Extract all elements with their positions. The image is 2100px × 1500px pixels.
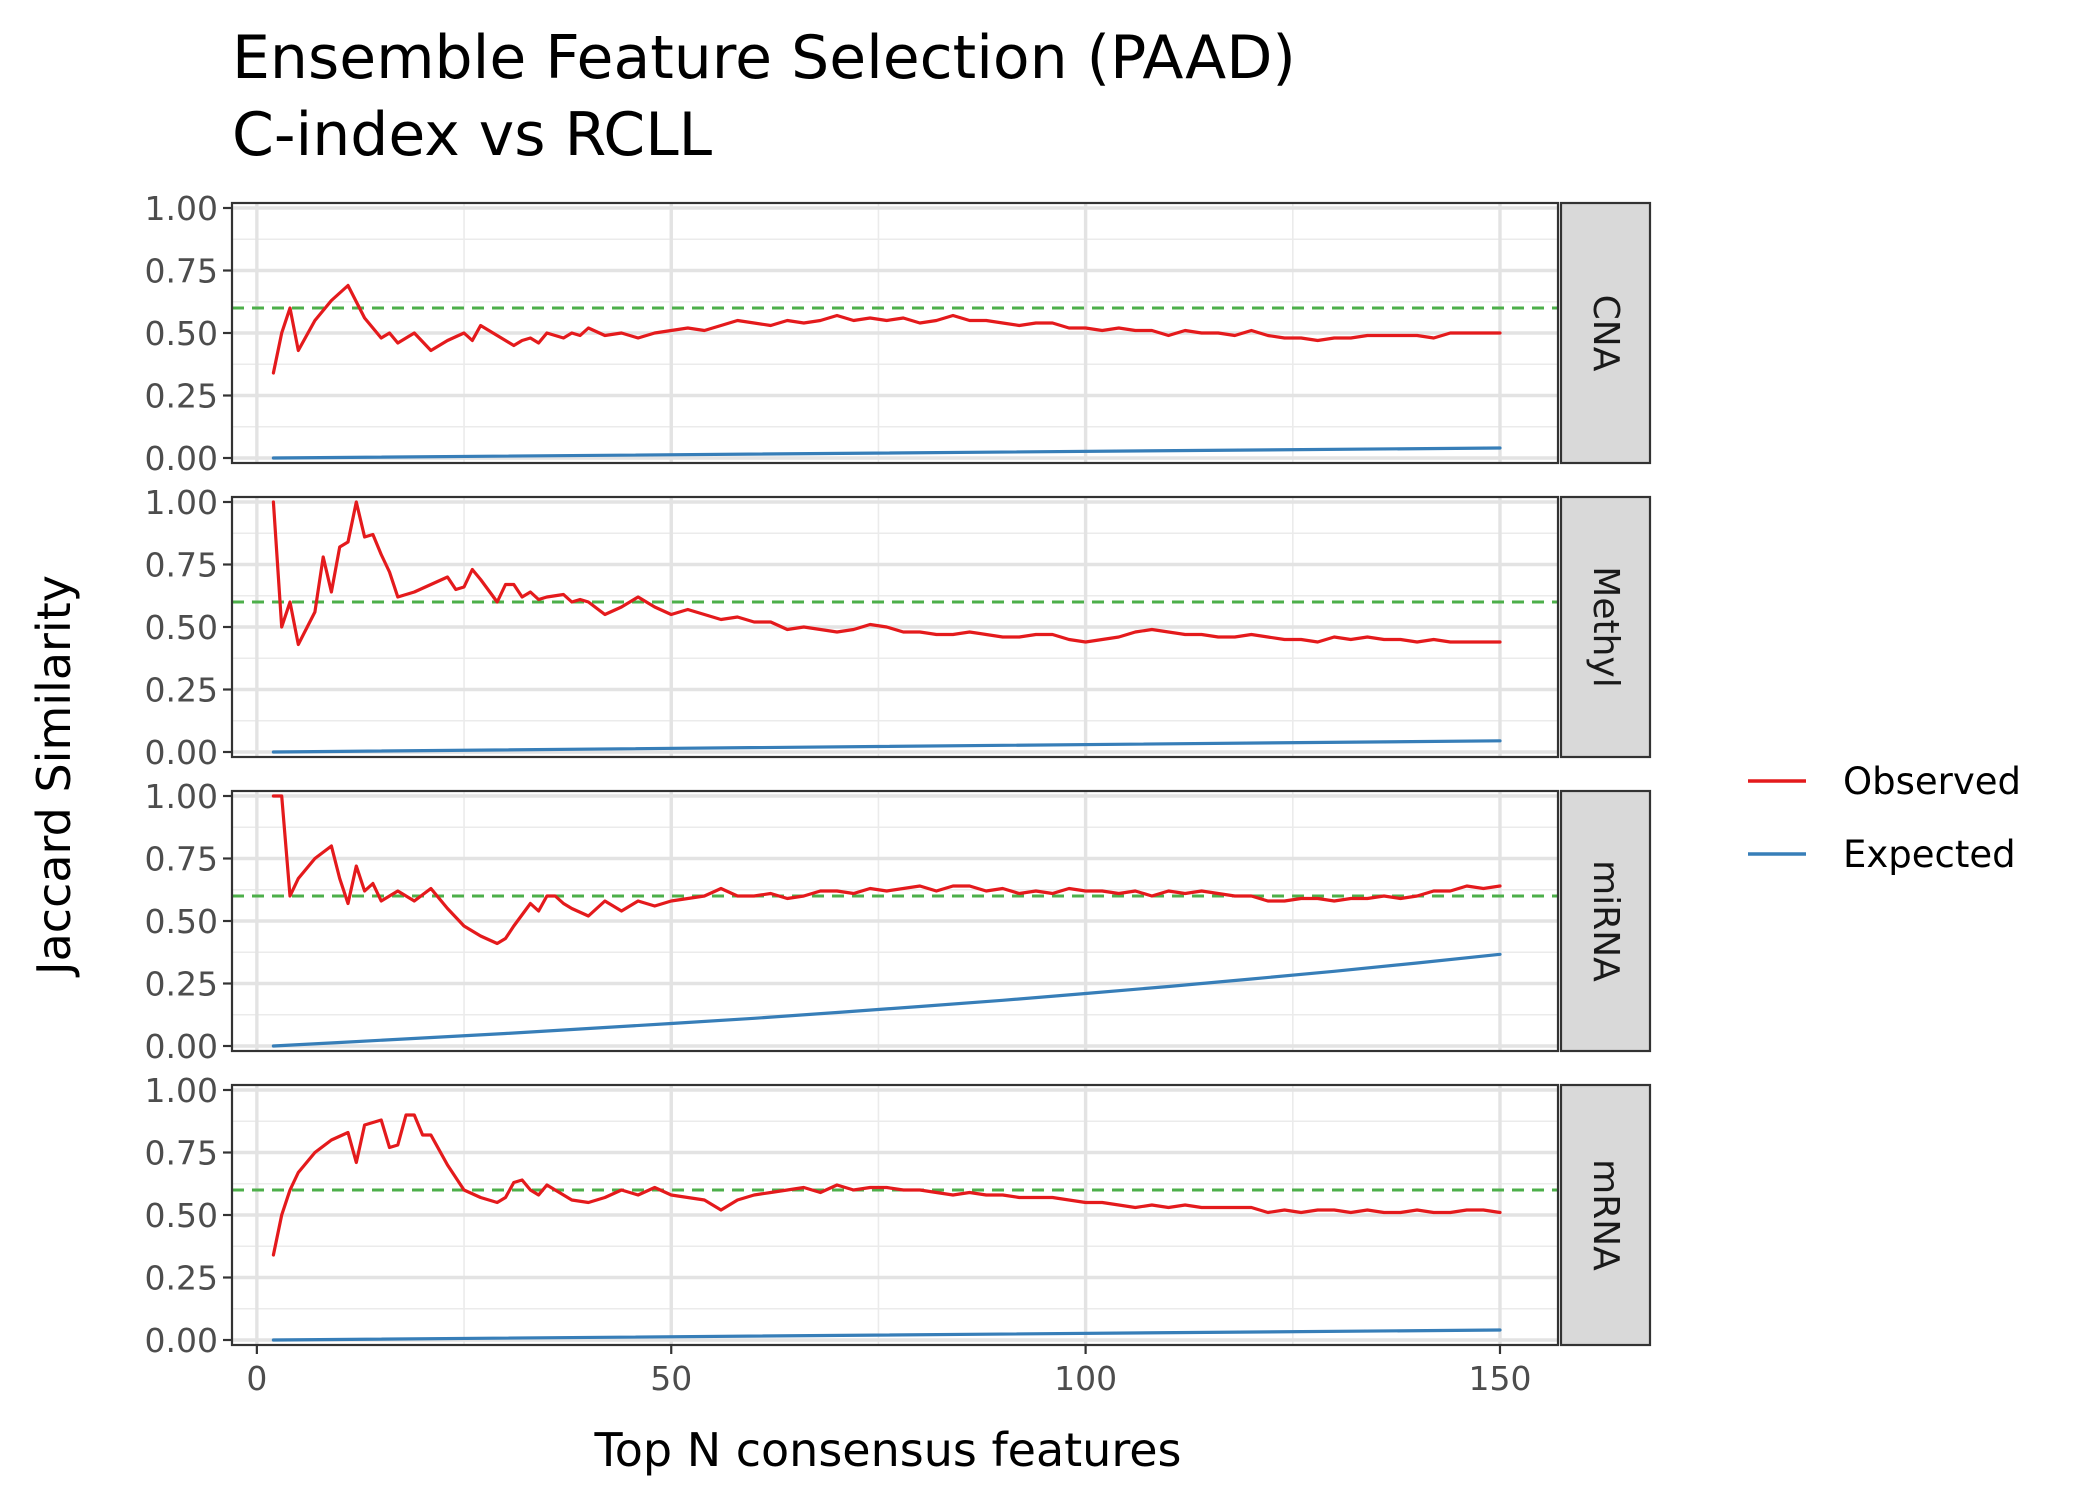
- y-tick-label: 0.75: [145, 546, 218, 585]
- y-axis-title: Jaccard Similarity: [27, 575, 81, 978]
- y-tick-label: 0.50: [145, 902, 218, 941]
- y-tick-label: 0.50: [145, 314, 218, 353]
- x-axis-title: Top N consensus features: [593, 1423, 1181, 1477]
- y-tick-label: 0.75: [145, 1134, 218, 1173]
- legend-label-expected: Expected: [1843, 833, 2016, 876]
- legend: Observed Expected: [1748, 760, 2021, 876]
- y-tick-label: 0.25: [145, 377, 218, 416]
- y-tick-label: 0.00: [145, 1321, 218, 1360]
- y-tick-label: 0.75: [145, 840, 218, 879]
- chart-title: Ensemble Feature Selection (PAAD): [232, 23, 1296, 93]
- strip-label-cna: CNA: [1585, 295, 1626, 372]
- y-tick-label: 0.50: [145, 608, 218, 647]
- y-tick-label: 0.00: [145, 733, 218, 772]
- legend-item-observed: Observed: [1748, 760, 2021, 803]
- y-tick-label: 1.00: [145, 483, 218, 522]
- series-expected-mrna: [271, 1328, 1502, 1342]
- y-tick-label: 1.00: [145, 1071, 218, 1110]
- strip-label-mirna: miRNA: [1585, 860, 1626, 982]
- x-tick-label: 150: [1468, 1359, 1531, 1398]
- panel-mirna: 0.00 0.25 0.50 0.75 1.00 miRNA: [145, 777, 1652, 1066]
- y-tick-label: 0.00: [145, 1027, 218, 1066]
- x-tick-label: 100: [1054, 1359, 1117, 1398]
- legend-label-observed: Observed: [1843, 760, 2021, 803]
- x-axis-ticks: 0 50 100 150: [246, 1345, 1531, 1398]
- series-observed-mirna: [271, 794, 1502, 946]
- y-tick-label: 1.00: [145, 189, 218, 228]
- chart-subtitle: C-index vs RCLL: [232, 100, 713, 170]
- series-observed-cna: [271, 283, 1502, 375]
- panel-methyl: 0.00 0.25 0.50 0.75 1.00 Methyl: [145, 483, 1652, 772]
- y-tick-label: 0.75: [145, 252, 218, 291]
- y-tick-label: 0.25: [145, 1259, 218, 1298]
- strip-label-mrna: mRNA: [1585, 1159, 1626, 1271]
- facet-panels: 0.00 0.25 0.50 0.75 1.00 CNA 0.00 0.25 0.50 0.75 1…: [145, 189, 1652, 1360]
- series-observed-mrna: [271, 1113, 1502, 1257]
- panel-mrna: 0.00 0.25 0.50 0.75 1.00 mRNA: [145, 1071, 1652, 1360]
- y-tick-label: 0.00: [145, 439, 218, 478]
- series-expected-methyl: [271, 739, 1502, 754]
- strip-label-methyl: Methyl: [1585, 566, 1626, 687]
- panel-cna: 0.00 0.25 0.50 0.75 1.00 CNA: [145, 189, 1652, 478]
- x-tick-label: 50: [650, 1359, 692, 1398]
- strip-mirna: [1559, 789, 1652, 1053]
- strip-methyl: [1559, 495, 1652, 759]
- series-expected-mirna: [271, 952, 1502, 1048]
- strip-cna: [1559, 201, 1652, 465]
- strip-mrna: [1559, 1083, 1652, 1347]
- x-tick-label: 0: [246, 1359, 267, 1398]
- y-tick-label: 0.25: [145, 671, 218, 710]
- series-observed-methyl: [271, 500, 1502, 647]
- legend-item-expected: Expected: [1748, 833, 2016, 876]
- y-tick-label: 0.50: [145, 1196, 218, 1235]
- series-expected-cna: [271, 446, 1502, 460]
- y-tick-label: 1.00: [145, 777, 218, 816]
- y-tick-label: 0.25: [145, 965, 218, 1004]
